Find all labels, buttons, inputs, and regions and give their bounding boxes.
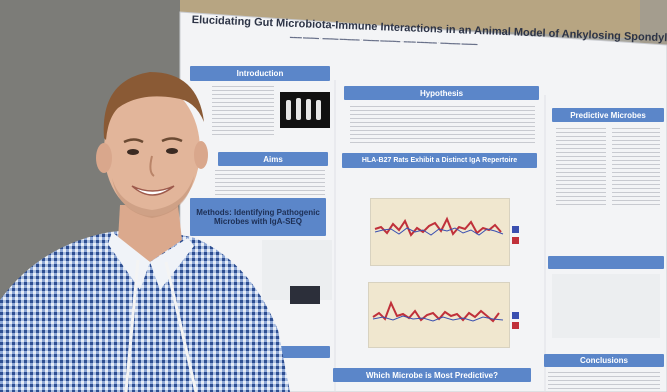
introduction-text (212, 86, 274, 136)
section-hla-b27: HLA-B27 Rats Exhibit a Distinct IgA Repe… (342, 153, 537, 168)
legend-blue-swatch (512, 226, 519, 233)
section-right-middle (548, 256, 664, 269)
lanyard-left (124, 259, 140, 392)
section-which-microbe: Which Microbe is Most Predictive? (333, 368, 531, 382)
smile (131, 185, 175, 196)
lanyard-right (164, 261, 198, 392)
section-methods-footer (272, 346, 330, 358)
spine-xray-image (280, 92, 330, 128)
collar-right (150, 238, 194, 290)
section-hypothesis: Hypothesis (344, 86, 539, 100)
face (104, 84, 200, 216)
bar-plot-top (370, 198, 510, 266)
eyebrow-left (123, 138, 144, 144)
predictive-list-right (612, 128, 660, 208)
eye-right (166, 148, 178, 154)
stubble (112, 176, 194, 218)
neck (118, 205, 182, 262)
aims-text (215, 170, 325, 196)
collar-left (108, 232, 150, 290)
checkered-shirt (0, 228, 290, 392)
section-introduction: Introduction (190, 66, 330, 81)
hypothesis-text (350, 106, 535, 146)
ear-left (96, 143, 112, 173)
bar-plot-bottom-marks (372, 300, 504, 323)
section-aims: Aims (218, 152, 328, 166)
hair (103, 72, 204, 140)
bar-plot-bottom (368, 282, 510, 348)
section-conclusions: Conclusions (544, 354, 664, 367)
eyebrow-right (161, 137, 183, 143)
predictive-list-left (556, 128, 606, 208)
sequencer-image (290, 286, 320, 304)
legend-red-swatch (512, 237, 519, 244)
right-figure (552, 274, 660, 338)
ear-right (194, 141, 208, 169)
legend-red-swatch-2 (512, 322, 519, 329)
section-methods: Methods: Identifying Pathogenic Microbes… (190, 198, 326, 236)
nose (149, 155, 155, 177)
eye-left (127, 149, 139, 155)
conclusions-text (548, 372, 660, 390)
bar-plot-top-marks (374, 216, 504, 237)
section-predictive-microbes: Predictive Microbes (552, 108, 664, 122)
legend-blue-swatch-2 (512, 312, 519, 319)
